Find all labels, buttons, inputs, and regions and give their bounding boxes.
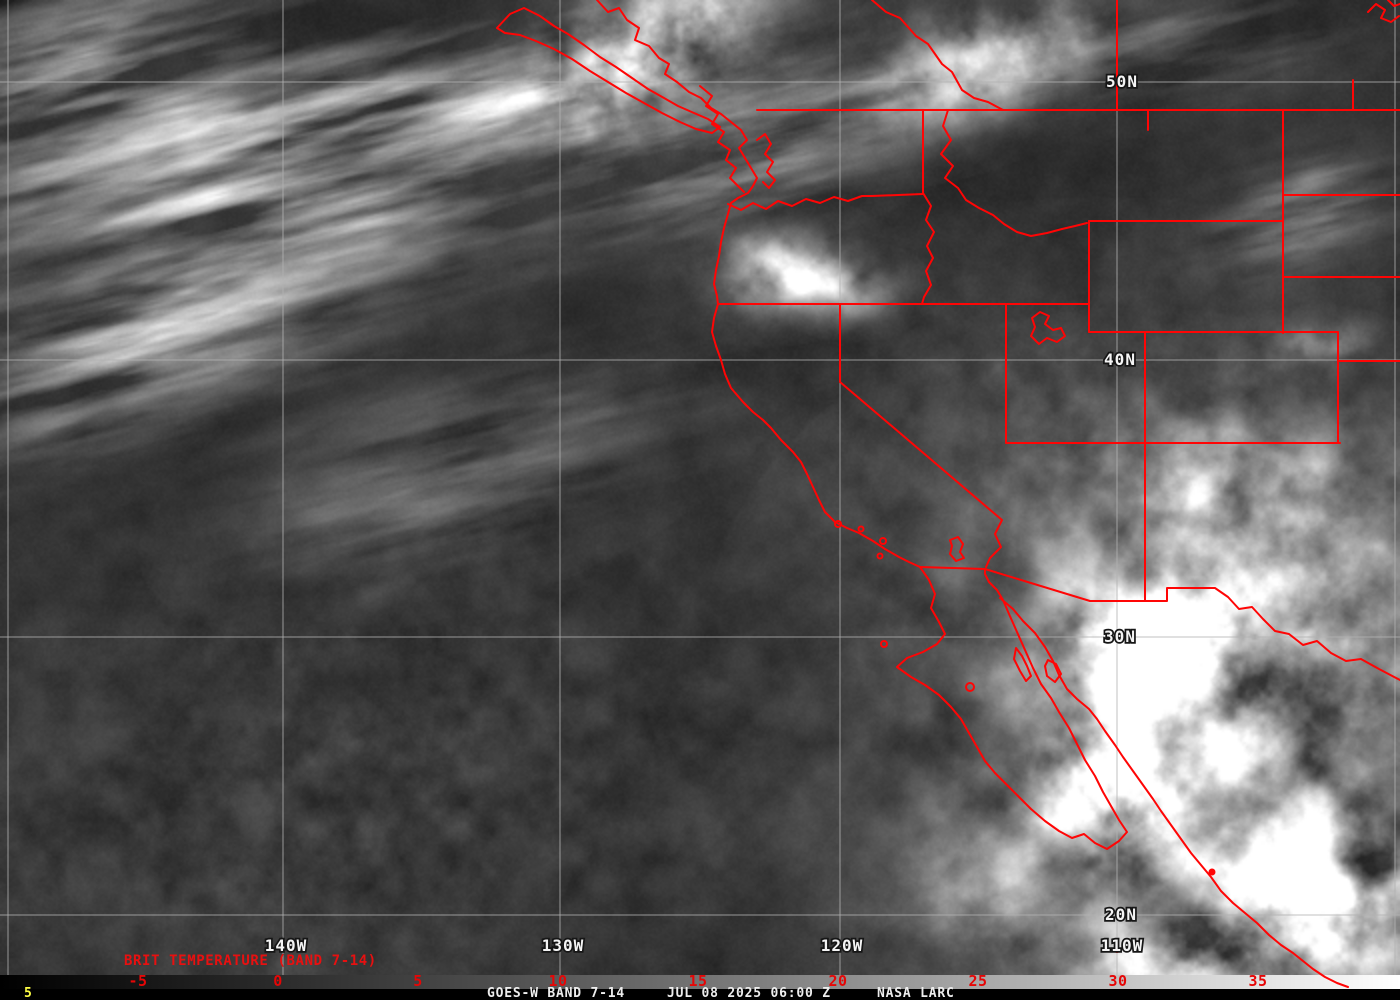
status-left-value: 5 [24, 986, 33, 1000]
satellite-ir-image [0, 0, 1400, 976]
status-timestamp: JUL 08 2025 06:00 Z [667, 986, 831, 1000]
colorbar-tick-label: 15 [688, 972, 708, 990]
colorbar-tick-label: 0 [273, 972, 283, 990]
colorbar-tick-label: -5 [128, 972, 148, 990]
status-source-label: NASA LARC [877, 986, 955, 1000]
colorbar-tick-label: 30 [1108, 972, 1128, 990]
colorbar-tick-label: 35 [1248, 972, 1268, 990]
colorbar-tick-label: 25 [968, 972, 988, 990]
product-annotation-label: BRIT TEMPERATURE (BAND 7-14) [124, 953, 377, 969]
colorbar-tick-label: 10 [548, 972, 568, 990]
colorbar-tick-label: 5 [413, 972, 423, 990]
colorbar-tick-label: 20 [828, 972, 848, 990]
status-product-label: GOES-W BAND 7-14 [487, 986, 626, 1000]
status-bar: 5 GOES-W BAND 7-14 JUL 08 2025 06:00 Z N… [0, 986, 1400, 1000]
